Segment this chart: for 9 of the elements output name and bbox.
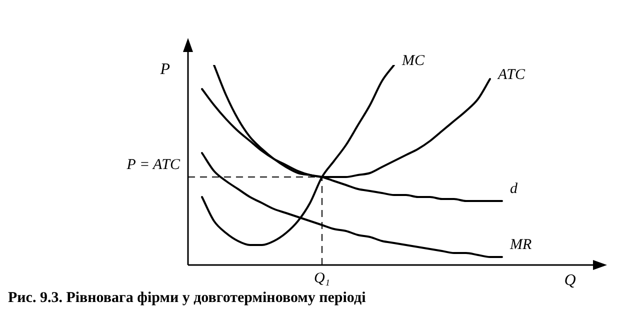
series-label: d [510, 180, 518, 197]
x-axis-title: Q [564, 272, 576, 290]
series-label: ATC [497, 66, 526, 83]
text: Q₁ [314, 270, 330, 286]
text: Рис. 9.3. Рівновага фірми у довготерміновому періоді [8, 290, 366, 307]
ref-line-label: P = ATC [126, 156, 181, 173]
series-label: MR [509, 236, 532, 253]
y-axis-title: P [159, 61, 170, 78]
series-label: MC [401, 52, 426, 69]
